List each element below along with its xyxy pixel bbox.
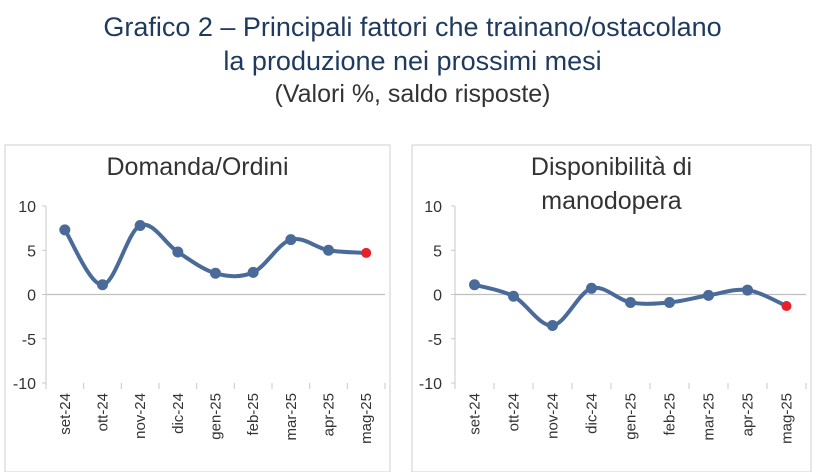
panel-disponibilita-manodopera: Disponibilità di manodopera 10 5 0 -5 -10 set-2…	[411, 144, 812, 472]
x-tick-label: set-24	[57, 393, 74, 435]
chart-header: Grafico 2 – Principali fattori che train…	[0, 10, 825, 110]
panel-title-line: Disponibilità di	[531, 153, 692, 181]
y-tick-label: 10	[18, 199, 36, 216]
x-tick-label: apr-25	[740, 393, 757, 436]
data-point	[469, 279, 480, 291]
y-tick-label: -10	[419, 376, 442, 393]
x-tick-label: mar-25	[283, 393, 300, 441]
x-tick-label: feb-25	[662, 393, 679, 436]
data-point	[703, 289, 714, 301]
data-point	[625, 296, 636, 308]
x-tick-label: gen-25	[623, 393, 640, 440]
x-tick-label: dic-24	[170, 393, 187, 434]
x-tick-label: mag-25	[358, 393, 375, 444]
x-tick-label: ott-24	[506, 393, 523, 431]
panel-title-line: Domanda/Ordini	[106, 153, 288, 181]
y-tick-label: 5	[433, 243, 442, 260]
x-tick-label: dic-24	[584, 393, 601, 434]
y-tick-label: 0	[27, 288, 36, 305]
x-tick-label: feb-25	[245, 393, 262, 436]
chart-subtitle: (Valori %, saldo risposte)	[274, 80, 551, 108]
data-point	[247, 266, 259, 278]
chart-title-line-2: la produzione nei prossimi mesi	[223, 46, 602, 76]
data-point	[664, 296, 675, 308]
x-tick-label: nov-24	[545, 393, 562, 439]
x-tick-label: apr-25	[321, 393, 338, 436]
data-point	[172, 246, 184, 258]
x-tick-label: gen-25	[208, 393, 225, 440]
x-tick-label: mag-25	[779, 393, 796, 444]
data-point	[586, 282, 597, 294]
data-point	[547, 319, 558, 331]
panel-title-line: manodopera	[541, 187, 681, 215]
data-point	[134, 219, 146, 231]
data-point	[323, 244, 334, 256]
data-point-latest	[361, 247, 372, 258]
panel-frame	[4, 144, 391, 472]
x-tick-label: nov-24	[132, 393, 149, 439]
data-point	[59, 224, 71, 236]
x-tick-label: set-24	[467, 393, 484, 435]
x-tick-label: mar-25	[701, 393, 718, 441]
y-tick-label: 10	[424, 199, 442, 216]
y-tick-label: 5	[27, 243, 36, 260]
y-tick-label: -5	[428, 332, 442, 349]
panel-domanda-ordini: Domanda/Ordini 10 5 0 -5 -10 set-24 ott-24 nov-2…	[4, 144, 391, 472]
data-point	[210, 267, 221, 279]
panel-frame	[411, 144, 812, 472]
charts-area: Domanda/Ordini 10 5 0 -5 -10 set-24 ott-24 nov-2…	[4, 144, 812, 472]
data-point	[508, 290, 519, 302]
data-point-latest	[781, 301, 792, 312]
y-tick-label: 0	[433, 288, 442, 305]
y-tick-label: -5	[22, 332, 36, 349]
data-point	[742, 284, 753, 296]
chart-title-line-1: Grafico 2 – Principali fattori che train…	[103, 12, 722, 42]
data-point	[285, 234, 297, 246]
x-tick-label: ott-24	[95, 393, 112, 431]
y-tick-label: -10	[13, 376, 36, 393]
data-point	[97, 279, 108, 291]
